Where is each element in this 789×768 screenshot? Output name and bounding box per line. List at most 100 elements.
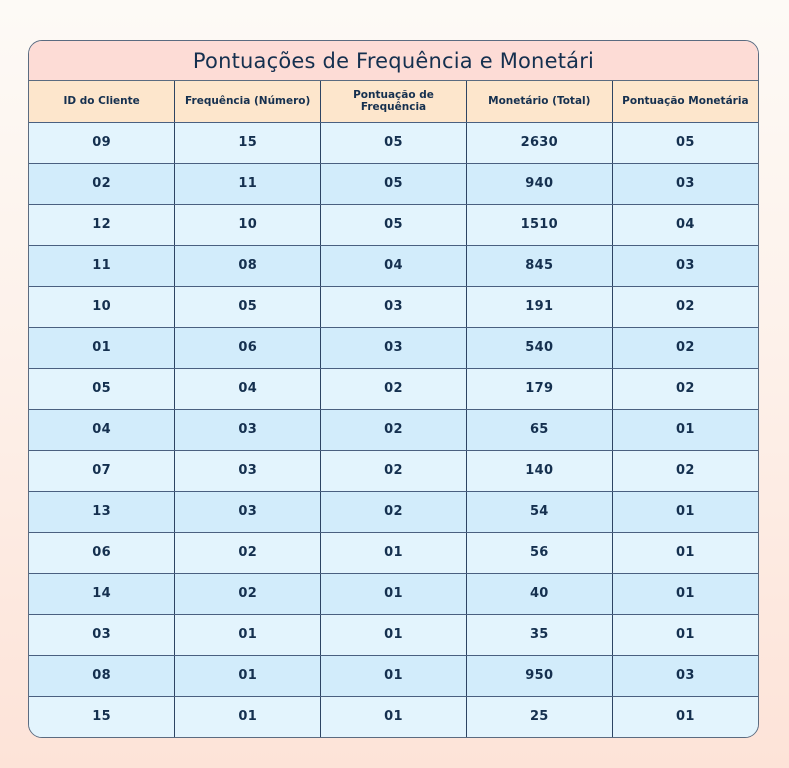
cell-frequency-score: 02 bbox=[320, 409, 467, 451]
cell-customer-id: 11 bbox=[29, 245, 176, 287]
cell-frequency-number: 10 bbox=[174, 204, 322, 246]
cell-frequency-score: 05 bbox=[320, 163, 467, 205]
cell-monetary-score: 02 bbox=[612, 450, 758, 492]
table-row: 03 01 01 35 01 bbox=[29, 614, 758, 656]
cell-monetary-score: 02 bbox=[612, 286, 758, 328]
cell-monetary-total: 25 bbox=[466, 696, 613, 737]
cell-frequency-number: 04 bbox=[174, 368, 322, 410]
cell-frequency-score: 01 bbox=[320, 655, 467, 697]
cell-monetary-total: 56 bbox=[466, 532, 613, 574]
header-frequency-score: Pontuação de Frequência bbox=[320, 81, 467, 123]
cell-customer-id: 10 bbox=[29, 286, 176, 328]
cell-customer-id: 15 bbox=[29, 696, 176, 737]
header-monetary-total: Monetário (Total) bbox=[466, 81, 613, 123]
table-row: 06 02 01 56 01 bbox=[29, 532, 758, 574]
scores-table: ID do Cliente Frequência (Número) Pontua… bbox=[29, 81, 758, 737]
cell-monetary-score: 01 bbox=[612, 491, 758, 533]
cell-customer-id: 07 bbox=[29, 450, 176, 492]
cell-monetary-score: 04 bbox=[612, 204, 758, 246]
cell-frequency-number: 06 bbox=[174, 327, 322, 369]
cell-monetary-total: 845 bbox=[466, 245, 613, 287]
cell-frequency-number: 08 bbox=[174, 245, 322, 287]
cell-monetary-total: 65 bbox=[466, 409, 613, 451]
cell-frequency-number: 01 bbox=[174, 614, 322, 656]
cell-monetary-total: 540 bbox=[466, 327, 613, 369]
cell-frequency-number: 15 bbox=[174, 122, 322, 164]
cell-monetary-total: 40 bbox=[466, 573, 613, 615]
cell-monetary-score: 01 bbox=[612, 573, 758, 615]
frequency-monetary-table-card: Pontuações de Frequência e Monetári ID d… bbox=[28, 40, 759, 738]
table-body: 09 15 05 2630 05 02 11 05 940 03 12 10 05 1510 04 11 08 0… bbox=[29, 122, 758, 737]
cell-monetary-score: 03 bbox=[612, 245, 758, 287]
cell-frequency-score: 03 bbox=[320, 327, 467, 369]
cell-customer-id: 04 bbox=[29, 409, 176, 451]
table-title: Pontuações de Frequência e Monetári bbox=[29, 41, 758, 81]
table-row: 13 03 02 54 01 bbox=[29, 491, 758, 533]
cell-customer-id: 03 bbox=[29, 614, 176, 656]
table-row: 04 03 02 65 01 bbox=[29, 409, 758, 451]
cell-monetary-score: 02 bbox=[612, 368, 758, 410]
cell-frequency-score: 01 bbox=[320, 573, 467, 615]
header-frequency-number: Frequência (Número) bbox=[174, 81, 322, 123]
table-row: 01 06 03 540 02 bbox=[29, 327, 758, 369]
cell-frequency-score: 01 bbox=[320, 614, 467, 656]
cell-monetary-total: 950 bbox=[466, 655, 613, 697]
cell-customer-id: 06 bbox=[29, 532, 176, 574]
cell-monetary-score: 03 bbox=[612, 163, 758, 205]
cell-monetary-score: 01 bbox=[612, 696, 758, 737]
table-row: 02 11 05 940 03 bbox=[29, 163, 758, 205]
cell-frequency-score: 02 bbox=[320, 450, 467, 492]
cell-frequency-number: 05 bbox=[174, 286, 322, 328]
cell-frequency-number: 03 bbox=[174, 409, 322, 451]
cell-customer-id: 08 bbox=[29, 655, 176, 697]
cell-customer-id: 12 bbox=[29, 204, 176, 246]
header-monetary-score: Pontuação Monetária bbox=[612, 81, 758, 123]
cell-frequency-number: 03 bbox=[174, 491, 322, 533]
table-row: 15 01 01 25 01 bbox=[29, 696, 758, 737]
cell-monetary-total: 940 bbox=[466, 163, 613, 205]
cell-customer-id: 14 bbox=[29, 573, 176, 615]
table-row: 05 04 02 179 02 bbox=[29, 368, 758, 410]
cell-frequency-score: 05 bbox=[320, 204, 467, 246]
cell-frequency-score: 02 bbox=[320, 491, 467, 533]
table-row: 07 03 02 140 02 bbox=[29, 450, 758, 492]
cell-frequency-number: 02 bbox=[174, 532, 322, 574]
cell-frequency-number: 01 bbox=[174, 655, 322, 697]
header-customer-id: ID do Cliente bbox=[29, 81, 176, 123]
cell-customer-id: 13 bbox=[29, 491, 176, 533]
cell-customer-id: 09 bbox=[29, 122, 176, 164]
cell-monetary-total: 179 bbox=[466, 368, 613, 410]
cell-monetary-total: 35 bbox=[466, 614, 613, 656]
table-row: 12 10 05 1510 04 bbox=[29, 204, 758, 246]
table-row: 09 15 05 2630 05 bbox=[29, 122, 758, 164]
cell-monetary-total: 140 bbox=[466, 450, 613, 492]
cell-frequency-number: 01 bbox=[174, 696, 322, 737]
cell-monetary-total: 1510 bbox=[466, 204, 613, 246]
cell-frequency-number: 02 bbox=[174, 573, 322, 615]
table-row: 08 01 01 950 03 bbox=[29, 655, 758, 697]
cell-monetary-total: 2630 bbox=[466, 122, 613, 164]
table-row: 11 08 04 845 03 bbox=[29, 245, 758, 287]
cell-monetary-score: 01 bbox=[612, 409, 758, 451]
table-header-row: ID do Cliente Frequência (Número) Pontua… bbox=[29, 81, 758, 123]
cell-monetary-total: 54 bbox=[466, 491, 613, 533]
cell-frequency-number: 11 bbox=[174, 163, 322, 205]
cell-monetary-score: 01 bbox=[612, 614, 758, 656]
cell-customer-id: 01 bbox=[29, 327, 176, 369]
cell-frequency-score: 01 bbox=[320, 696, 467, 737]
table-row: 14 02 01 40 01 bbox=[29, 573, 758, 615]
cell-monetary-score: 01 bbox=[612, 532, 758, 574]
cell-frequency-number: 03 bbox=[174, 450, 322, 492]
cell-customer-id: 05 bbox=[29, 368, 176, 410]
cell-frequency-score: 05 bbox=[320, 122, 467, 164]
cell-frequency-score: 04 bbox=[320, 245, 467, 287]
cell-monetary-score: 02 bbox=[612, 327, 758, 369]
cell-frequency-score: 01 bbox=[320, 532, 467, 574]
cell-frequency-score: 02 bbox=[320, 368, 467, 410]
cell-monetary-score: 03 bbox=[612, 655, 758, 697]
cell-frequency-score: 03 bbox=[320, 286, 467, 328]
cell-monetary-total: 191 bbox=[466, 286, 613, 328]
cell-customer-id: 02 bbox=[29, 163, 176, 205]
table-row: 10 05 03 191 02 bbox=[29, 286, 758, 328]
cell-monetary-score: 05 bbox=[612, 122, 758, 164]
